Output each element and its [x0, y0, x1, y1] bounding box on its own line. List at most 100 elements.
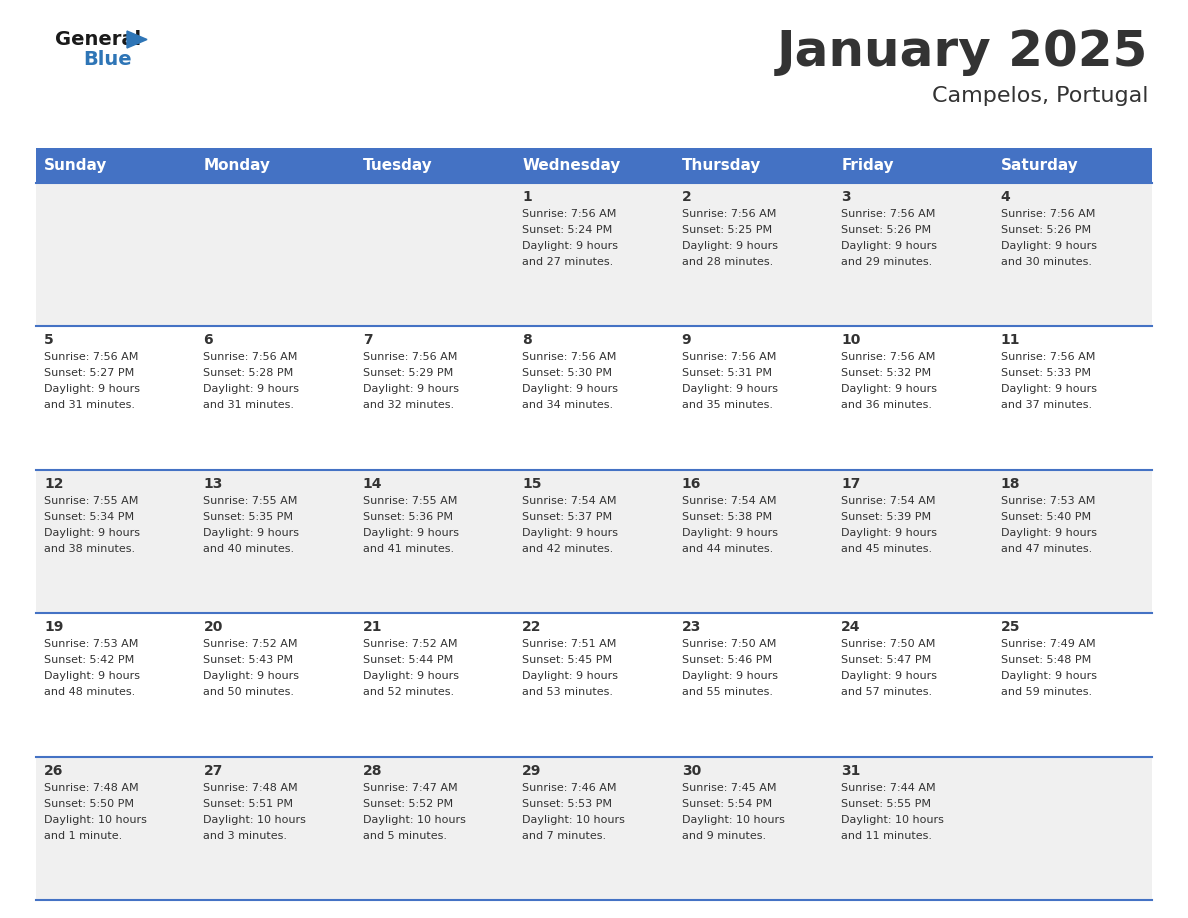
Text: Saturday: Saturday — [1000, 158, 1079, 173]
Bar — [674, 148, 833, 183]
Text: Sunrise: 7:51 AM: Sunrise: 7:51 AM — [523, 639, 617, 649]
Text: 22: 22 — [523, 621, 542, 634]
Text: 14: 14 — [362, 476, 383, 491]
Bar — [355, 148, 514, 183]
Text: and 45 minutes.: and 45 minutes. — [841, 543, 933, 554]
Text: Sunrise: 7:50 AM: Sunrise: 7:50 AM — [682, 639, 776, 649]
Bar — [674, 327, 833, 470]
Text: Daylight: 9 hours: Daylight: 9 hours — [362, 528, 459, 538]
Text: Daylight: 9 hours: Daylight: 9 hours — [841, 528, 937, 538]
Text: and 31 minutes.: and 31 minutes. — [203, 400, 295, 410]
Text: Sunrise: 7:56 AM: Sunrise: 7:56 AM — [203, 353, 298, 363]
Bar — [514, 470, 674, 613]
Text: Sunset: 5:38 PM: Sunset: 5:38 PM — [682, 512, 772, 521]
Text: Sunset: 5:30 PM: Sunset: 5:30 PM — [523, 368, 612, 378]
Text: 28: 28 — [362, 764, 383, 778]
Text: 1: 1 — [523, 190, 532, 204]
Bar — [36, 756, 196, 900]
Text: Daylight: 9 hours: Daylight: 9 hours — [682, 241, 778, 251]
Text: Sunrise: 7:45 AM: Sunrise: 7:45 AM — [682, 783, 776, 792]
Text: 23: 23 — [682, 621, 701, 634]
Text: and 34 minutes.: and 34 minutes. — [523, 400, 613, 410]
Text: Sunset: 5:42 PM: Sunset: 5:42 PM — [44, 655, 134, 666]
Text: Daylight: 9 hours: Daylight: 9 hours — [44, 528, 140, 538]
Text: Sunset: 5:33 PM: Sunset: 5:33 PM — [1000, 368, 1091, 378]
Text: 15: 15 — [523, 476, 542, 491]
Text: and 31 minutes.: and 31 minutes. — [44, 400, 135, 410]
Bar — [674, 183, 833, 327]
Text: Sunrise: 7:56 AM: Sunrise: 7:56 AM — [841, 353, 935, 363]
Text: Daylight: 9 hours: Daylight: 9 hours — [841, 385, 937, 395]
Text: and 40 minutes.: and 40 minutes. — [203, 543, 295, 554]
Text: Daylight: 9 hours: Daylight: 9 hours — [523, 385, 618, 395]
Text: General: General — [55, 30, 141, 49]
Text: 4: 4 — [1000, 190, 1010, 204]
Text: 30: 30 — [682, 764, 701, 778]
Text: 19: 19 — [44, 621, 63, 634]
Text: Sunday: Sunday — [44, 158, 107, 173]
Text: Sunset: 5:45 PM: Sunset: 5:45 PM — [523, 655, 612, 666]
Text: Sunrise: 7:56 AM: Sunrise: 7:56 AM — [841, 209, 935, 219]
Text: 26: 26 — [44, 764, 63, 778]
Text: Sunset: 5:34 PM: Sunset: 5:34 PM — [44, 512, 134, 521]
Text: and 38 minutes.: and 38 minutes. — [44, 543, 135, 554]
Bar — [36, 613, 196, 756]
Text: Sunrise: 7:54 AM: Sunrise: 7:54 AM — [841, 496, 936, 506]
Text: and 59 minutes.: and 59 minutes. — [1000, 688, 1092, 697]
Text: Daylight: 9 hours: Daylight: 9 hours — [523, 671, 618, 681]
Text: Daylight: 9 hours: Daylight: 9 hours — [203, 385, 299, 395]
Text: Sunrise: 7:56 AM: Sunrise: 7:56 AM — [1000, 209, 1095, 219]
Text: Sunrise: 7:56 AM: Sunrise: 7:56 AM — [523, 353, 617, 363]
Text: and 32 minutes.: and 32 minutes. — [362, 400, 454, 410]
Text: and 55 minutes.: and 55 minutes. — [682, 688, 772, 697]
Bar — [196, 327, 355, 470]
Text: Sunset: 5:28 PM: Sunset: 5:28 PM — [203, 368, 293, 378]
Text: 25: 25 — [1000, 621, 1020, 634]
Bar — [355, 327, 514, 470]
Text: Sunset: 5:29 PM: Sunset: 5:29 PM — [362, 368, 453, 378]
Text: 27: 27 — [203, 764, 223, 778]
Bar — [355, 183, 514, 327]
Text: Sunrise: 7:56 AM: Sunrise: 7:56 AM — [362, 353, 457, 363]
Bar — [514, 183, 674, 327]
Text: 11: 11 — [1000, 333, 1020, 347]
Text: Daylight: 10 hours: Daylight: 10 hours — [203, 814, 307, 824]
Text: and 57 minutes.: and 57 minutes. — [841, 688, 933, 697]
Text: Sunset: 5:37 PM: Sunset: 5:37 PM — [523, 512, 612, 521]
Text: 7: 7 — [362, 333, 373, 347]
Bar — [674, 613, 833, 756]
Text: Friday: Friday — [841, 158, 893, 173]
Text: 21: 21 — [362, 621, 383, 634]
Text: Sunset: 5:32 PM: Sunset: 5:32 PM — [841, 368, 931, 378]
Text: Sunset: 5:35 PM: Sunset: 5:35 PM — [203, 512, 293, 521]
Bar — [36, 183, 196, 327]
Text: Sunrise: 7:52 AM: Sunrise: 7:52 AM — [362, 639, 457, 649]
Text: Blue: Blue — [83, 50, 132, 69]
Bar — [36, 327, 196, 470]
Text: Sunset: 5:26 PM: Sunset: 5:26 PM — [841, 225, 931, 235]
Bar — [674, 470, 833, 613]
Text: Sunrise: 7:56 AM: Sunrise: 7:56 AM — [1000, 353, 1095, 363]
Text: Daylight: 9 hours: Daylight: 9 hours — [841, 671, 937, 681]
Bar — [36, 470, 196, 613]
Text: Sunset: 5:43 PM: Sunset: 5:43 PM — [203, 655, 293, 666]
Text: Sunrise: 7:53 AM: Sunrise: 7:53 AM — [44, 639, 138, 649]
Text: Campelos, Portugal: Campelos, Portugal — [931, 86, 1148, 106]
Text: Sunrise: 7:53 AM: Sunrise: 7:53 AM — [1000, 496, 1095, 506]
Text: Daylight: 9 hours: Daylight: 9 hours — [362, 671, 459, 681]
Text: Sunrise: 7:49 AM: Sunrise: 7:49 AM — [1000, 639, 1095, 649]
Text: Sunrise: 7:55 AM: Sunrise: 7:55 AM — [362, 496, 457, 506]
Text: 13: 13 — [203, 476, 223, 491]
Bar — [992, 327, 1152, 470]
Text: Daylight: 9 hours: Daylight: 9 hours — [1000, 241, 1097, 251]
Bar — [833, 470, 992, 613]
Text: Daylight: 9 hours: Daylight: 9 hours — [1000, 385, 1097, 395]
Text: and 35 minutes.: and 35 minutes. — [682, 400, 772, 410]
Text: Sunrise: 7:48 AM: Sunrise: 7:48 AM — [203, 783, 298, 792]
Text: 24: 24 — [841, 621, 860, 634]
Text: Daylight: 10 hours: Daylight: 10 hours — [523, 814, 625, 824]
Text: and 44 minutes.: and 44 minutes. — [682, 543, 773, 554]
Text: Sunset: 5:36 PM: Sunset: 5:36 PM — [362, 512, 453, 521]
Bar — [833, 183, 992, 327]
Text: Daylight: 9 hours: Daylight: 9 hours — [523, 528, 618, 538]
